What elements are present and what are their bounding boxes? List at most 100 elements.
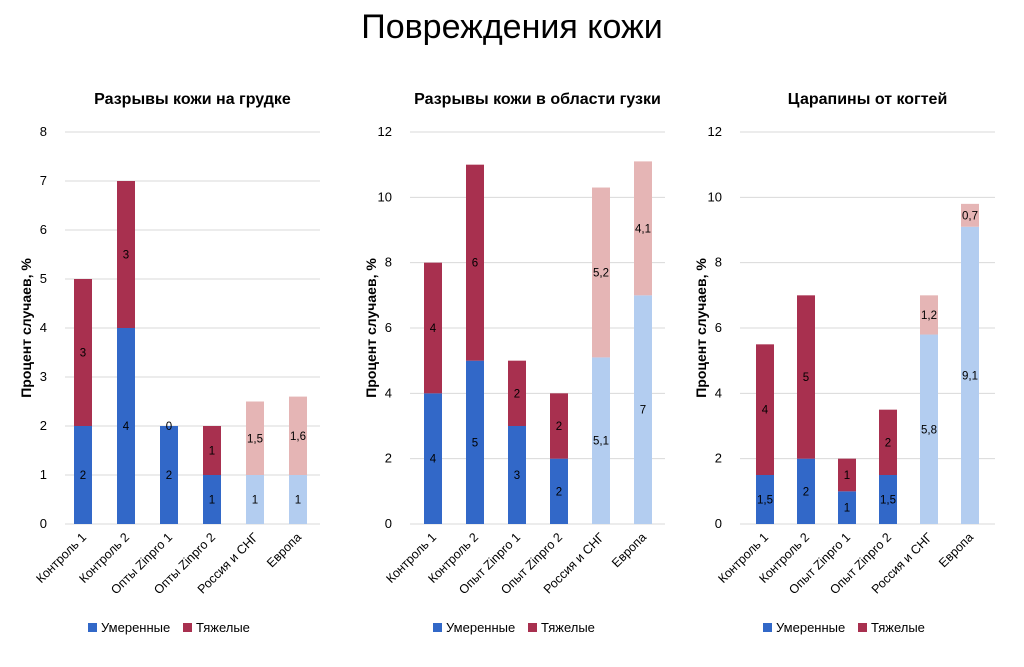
chart-2: Разрывы кожи в области гузки 0 2 4 6 8 10 12 Про… [363, 91, 665, 635]
legend-label-severe: Тяжелые [541, 620, 595, 635]
legend-swatch-moderate [433, 623, 442, 632]
y-axis-label: Процент случаев, % [693, 258, 709, 398]
data-label-moderate: 5,1 [593, 436, 609, 448]
y-tick-label: 0 [715, 516, 722, 531]
y-tick-label: 0 [385, 516, 392, 531]
bar-moderate [160, 426, 178, 524]
y-tick-label: 12 [708, 124, 722, 139]
data-label-moderate: 2 [80, 470, 86, 482]
data-label-moderate: 1 [844, 503, 850, 515]
data-label-moderate: 4 [430, 454, 437, 466]
bar-moderate [74, 426, 92, 524]
data-label-severe: 3 [80, 348, 86, 360]
bar-severe [592, 187, 610, 358]
data-label-moderate: 2 [166, 470, 172, 482]
legend: Умеренные Тяжелые [763, 620, 925, 635]
data-label-severe: 2 [885, 437, 891, 449]
data-label-severe: 1,6 [290, 431, 306, 443]
legend-label-severe: Тяжелые [196, 620, 250, 635]
bar-moderate [756, 475, 774, 524]
bar-severe [74, 279, 92, 426]
chart-title: Разрывы кожи в области гузки [414, 91, 661, 108]
y-tick-label: 8 [715, 255, 722, 270]
data-label-severe: 0 [166, 421, 172, 433]
y-tick-label: 10 [378, 189, 392, 204]
bar-moderate [466, 360, 484, 524]
y-tick-label: 8 [40, 124, 47, 139]
bar-severe [424, 262, 442, 394]
data-label-severe: 2 [514, 388, 520, 400]
y-tick-label: 4 [385, 385, 392, 400]
data-label-severe: 4 [430, 323, 437, 335]
data-label-severe: 0,7 [962, 210, 978, 222]
bar-severe [203, 426, 221, 475]
y-tick-label: 3 [40, 369, 47, 384]
data-label-moderate: 1,5 [757, 495, 773, 507]
bar-severe [961, 203, 979, 227]
page-title: Повреждения кожи [361, 8, 663, 46]
bar-severe [466, 164, 484, 361]
y-tick-label: 7 [40, 173, 47, 188]
y-tick-label: 8 [385, 255, 392, 270]
y-tick-label: 6 [40, 222, 47, 237]
bar-moderate [879, 475, 897, 524]
bar-severe [634, 161, 652, 296]
data-label-moderate: 4 [123, 421, 130, 433]
y-tick-label: 4 [715, 385, 722, 400]
y-tick-label: 2 [385, 451, 392, 466]
data-label-moderate: 1 [295, 495, 301, 507]
bar-moderate [961, 226, 979, 524]
y-tick-label: 5 [40, 271, 47, 286]
data-label-severe: 4 [762, 405, 769, 417]
bar-severe [289, 396, 307, 475]
data-label-severe: 1 [844, 470, 850, 482]
bar-severe [797, 295, 815, 459]
bar-moderate [550, 458, 568, 524]
bar-severe [550, 393, 568, 459]
legend-label-moderate: Умеренные [101, 620, 170, 635]
legend: Умеренные Тяжелые [88, 620, 250, 635]
data-label-severe: 2 [556, 421, 562, 433]
chart-1: Разрывы кожи на грудке 0 1 2 3 4 5 6 7 8 Процент с… [18, 91, 320, 635]
bar-moderate [508, 426, 526, 524]
bar-moderate [592, 357, 610, 524]
legend-swatch-moderate [763, 623, 772, 632]
data-label-severe: 1,2 [921, 310, 937, 322]
y-tick-label: 10 [708, 189, 722, 204]
data-label-moderate: 5,8 [921, 424, 937, 436]
bar-severe [879, 409, 897, 475]
y-tick-label: 12 [378, 124, 392, 139]
bar-moderate [117, 328, 135, 524]
data-label-severe: 3 [123, 250, 129, 262]
legend-label-severe: Тяжелые [871, 620, 925, 635]
y-tick-label: 0 [40, 516, 47, 531]
y-tick-label: 6 [385, 320, 392, 335]
y-tick-label: 4 [40, 320, 47, 335]
bar-severe [508, 360, 526, 426]
bar-moderate [246, 475, 264, 524]
legend-swatch-severe [183, 623, 192, 632]
bar-moderate [424, 393, 442, 524]
data-label-moderate: 1 [209, 495, 215, 507]
bar-severe [246, 401, 264, 475]
chart-title: Царапины от когтей [788, 91, 948, 108]
data-label-severe: 1,5 [247, 433, 263, 445]
bar-severe [920, 295, 938, 335]
y-axis-label: Процент случаев, % [363, 258, 379, 398]
legend: Умеренные Тяжелые [433, 620, 595, 635]
data-label-moderate: 3 [514, 470, 520, 482]
bar-severe [838, 458, 856, 492]
charts-area: Разрывы кожи на грудке 0 1 2 3 4 5 6 7 8 Процент с… [0, 80, 1024, 667]
y-tick-label: 2 [40, 418, 47, 433]
bar-moderate [203, 475, 221, 524]
data-label-severe: 5 [803, 372, 809, 384]
legend-swatch-severe [528, 623, 537, 632]
data-label-moderate: 2 [556, 486, 562, 498]
category-label: Европа [264, 530, 304, 570]
data-label-severe: 1 [209, 446, 215, 458]
bar-moderate [838, 491, 856, 524]
bar-moderate [797, 458, 815, 524]
chart-title: Разрывы кожи на грудке [94, 91, 291, 108]
bar-moderate [920, 334, 938, 524]
